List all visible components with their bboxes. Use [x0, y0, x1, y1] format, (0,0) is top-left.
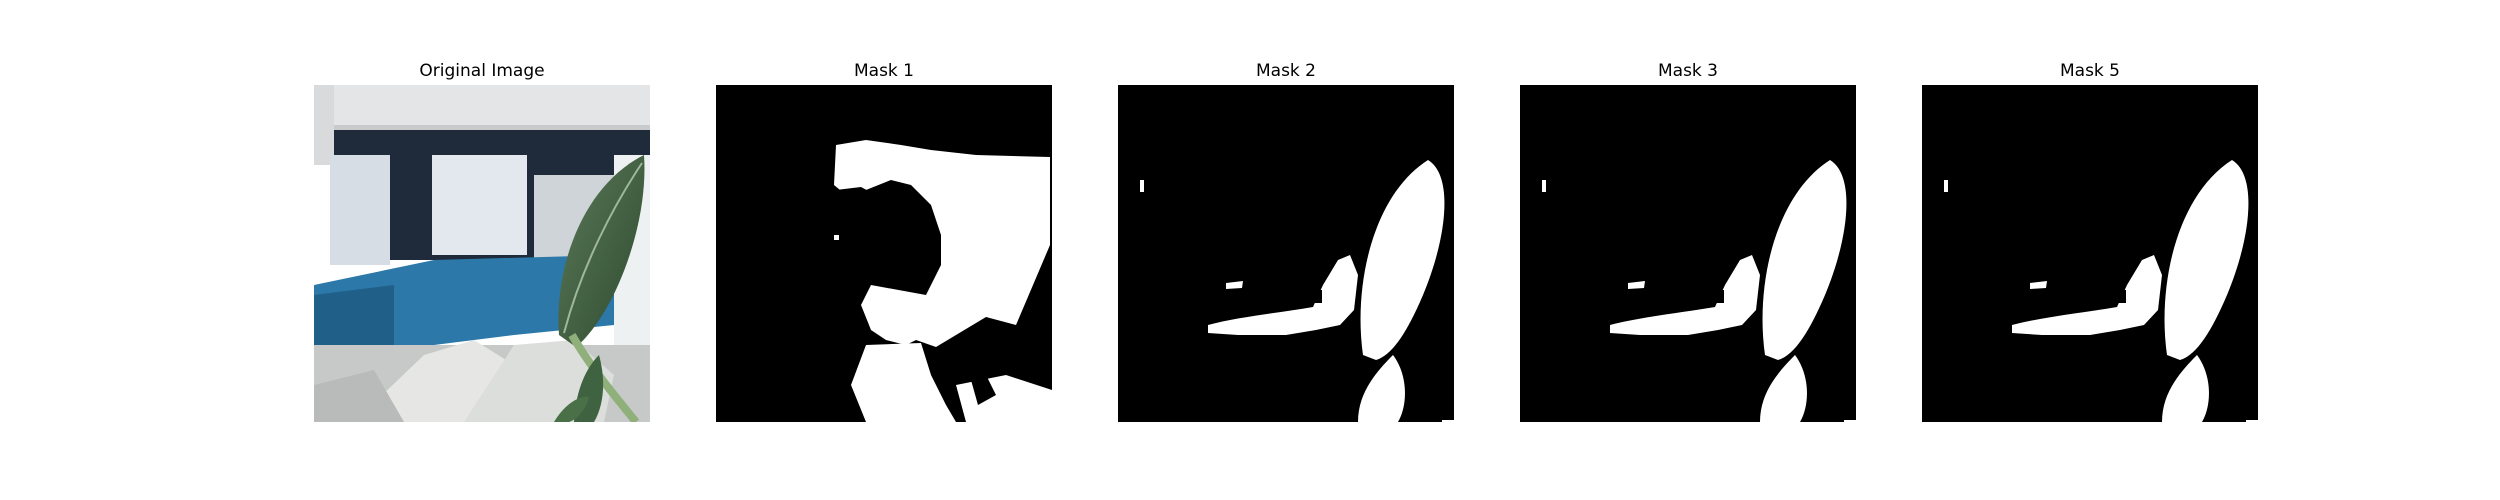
original-photo	[314, 85, 650, 422]
panel-mask-5: Mask 5	[1922, 0, 2258, 500]
mask-1-image	[716, 85, 1052, 422]
panel-title: Mask 1	[853, 61, 914, 81]
mask-5-image	[1922, 85, 2258, 422]
panel-title: Mask 5	[2059, 61, 2120, 81]
mask-2-image	[1118, 85, 1454, 422]
panel-title: Mask 2	[1255, 61, 1316, 81]
panel-original-image: Original Image	[314, 0, 650, 500]
panel-mask-3: Mask 3	[1520, 0, 1856, 500]
panel-mask-1: Mask 1	[716, 0, 1052, 500]
panel-title: Original Image	[419, 61, 545, 81]
mask-3-image	[1520, 85, 1856, 422]
panel-title: Mask 3	[1657, 61, 1718, 81]
panel-mask-2: Mask 2	[1118, 0, 1454, 500]
